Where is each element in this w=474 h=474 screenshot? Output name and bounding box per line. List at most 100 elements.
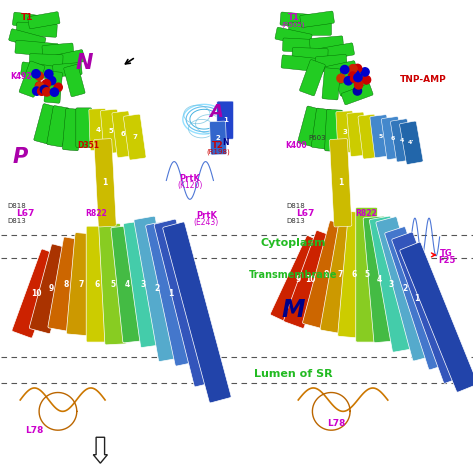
Circle shape	[354, 73, 362, 82]
Text: T2: T2	[212, 141, 224, 150]
Text: 1: 1	[414, 294, 419, 303]
FancyBboxPatch shape	[356, 207, 377, 342]
Text: Lumen of SR: Lumen of SR	[254, 369, 333, 379]
Text: 2: 2	[154, 284, 160, 293]
FancyBboxPatch shape	[29, 54, 63, 67]
Text: 6: 6	[120, 131, 125, 137]
FancyBboxPatch shape	[300, 60, 325, 96]
FancyBboxPatch shape	[34, 104, 59, 144]
Text: D351: D351	[78, 141, 100, 150]
FancyBboxPatch shape	[53, 63, 82, 77]
Text: 5: 5	[109, 128, 113, 135]
Circle shape	[45, 70, 53, 78]
Circle shape	[43, 88, 51, 96]
Circle shape	[340, 65, 349, 74]
FancyBboxPatch shape	[336, 111, 355, 153]
Text: (K120): (K120)	[177, 181, 202, 190]
FancyBboxPatch shape	[111, 226, 145, 343]
Text: PrtK: PrtK	[180, 173, 201, 182]
FancyBboxPatch shape	[370, 115, 392, 158]
Text: 1: 1	[102, 178, 108, 187]
Text: M: M	[282, 298, 305, 322]
Circle shape	[348, 72, 357, 80]
FancyBboxPatch shape	[42, 43, 74, 59]
FancyBboxPatch shape	[12, 12, 52, 30]
FancyBboxPatch shape	[289, 22, 331, 36]
FancyBboxPatch shape	[19, 61, 45, 97]
FancyBboxPatch shape	[311, 108, 332, 149]
Text: P603: P603	[308, 135, 326, 141]
FancyBboxPatch shape	[400, 121, 423, 164]
FancyBboxPatch shape	[86, 226, 108, 342]
Circle shape	[354, 64, 362, 73]
FancyBboxPatch shape	[363, 216, 395, 343]
FancyBboxPatch shape	[281, 55, 325, 72]
Text: T1: T1	[288, 13, 300, 22]
Text: R822: R822	[85, 210, 107, 219]
Circle shape	[36, 82, 44, 90]
Text: 6: 6	[351, 270, 356, 279]
Text: 4: 4	[377, 275, 382, 284]
Text: 2: 2	[402, 284, 407, 293]
Circle shape	[47, 76, 56, 85]
FancyBboxPatch shape	[47, 106, 69, 147]
FancyBboxPatch shape	[392, 232, 465, 383]
FancyBboxPatch shape	[29, 244, 73, 334]
Circle shape	[355, 81, 363, 89]
FancyBboxPatch shape	[63, 109, 82, 151]
Text: 1: 1	[168, 289, 173, 298]
Circle shape	[362, 76, 371, 84]
Text: L78: L78	[327, 419, 345, 428]
FancyBboxPatch shape	[385, 227, 449, 370]
Circle shape	[350, 74, 359, 82]
FancyBboxPatch shape	[44, 71, 63, 103]
FancyBboxPatch shape	[66, 233, 97, 336]
Text: D813: D813	[7, 219, 26, 225]
Circle shape	[35, 72, 44, 80]
FancyBboxPatch shape	[99, 223, 127, 345]
Circle shape	[351, 70, 359, 79]
Text: N: N	[222, 138, 228, 147]
Text: TNP-AMP: TNP-AMP	[400, 74, 447, 83]
Text: 4: 4	[400, 138, 404, 143]
FancyBboxPatch shape	[347, 112, 367, 156]
Circle shape	[37, 87, 46, 95]
FancyBboxPatch shape	[217, 101, 234, 139]
Text: Transmembrane: Transmembrane	[249, 270, 338, 280]
FancyBboxPatch shape	[146, 221, 196, 366]
Text: 9: 9	[296, 275, 301, 284]
Text: 5: 5	[110, 280, 115, 289]
FancyBboxPatch shape	[210, 121, 227, 155]
Text: R822: R822	[356, 210, 377, 219]
Text: D813: D813	[286, 218, 305, 224]
Text: 7: 7	[79, 280, 84, 289]
Text: Cytoplasm: Cytoplasm	[261, 237, 326, 247]
Text: K400: K400	[285, 141, 307, 150]
FancyBboxPatch shape	[324, 61, 357, 79]
Text: 3: 3	[389, 280, 394, 289]
Circle shape	[349, 64, 357, 73]
Circle shape	[54, 83, 62, 91]
Text: A: A	[209, 103, 223, 121]
Text: 10: 10	[31, 289, 42, 298]
Text: PrtK: PrtK	[196, 211, 217, 220]
FancyBboxPatch shape	[292, 47, 328, 61]
Text: 3: 3	[140, 280, 146, 289]
Text: (E243): (E243)	[194, 219, 219, 228]
Circle shape	[50, 88, 59, 96]
Text: F25: F25	[438, 256, 456, 265]
FancyBboxPatch shape	[298, 106, 322, 146]
FancyBboxPatch shape	[112, 111, 134, 157]
FancyBboxPatch shape	[123, 114, 146, 160]
FancyBboxPatch shape	[325, 109, 343, 152]
FancyBboxPatch shape	[300, 11, 334, 27]
FancyBboxPatch shape	[337, 76, 368, 96]
FancyBboxPatch shape	[134, 216, 180, 362]
FancyBboxPatch shape	[322, 68, 340, 100]
Text: 7: 7	[338, 270, 343, 279]
FancyBboxPatch shape	[369, 216, 414, 352]
Text: D818: D818	[7, 203, 26, 210]
Text: L78: L78	[25, 426, 44, 435]
Text: P: P	[13, 147, 28, 167]
Text: (R505): (R505)	[282, 22, 305, 28]
